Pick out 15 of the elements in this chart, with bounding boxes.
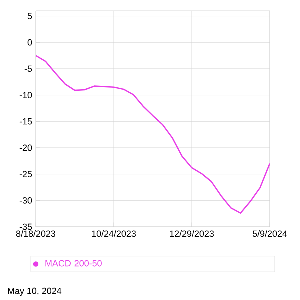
y-tick-label: 5 bbox=[28, 13, 32, 20]
y-tick-label: -20 bbox=[20, 144, 32, 152]
x-tick-label: 10/24/2023 bbox=[92, 230, 136, 238]
x-tick-label: 12/29/2023 bbox=[170, 230, 214, 238]
text: May 10, 2024 bbox=[8, 288, 62, 296]
y-tick-label: -15 bbox=[20, 118, 32, 125]
y-tick-label: -5 bbox=[24, 66, 32, 72]
x-tick-label: 5/9/2024 bbox=[252, 230, 288, 238]
y-tick-label: -35 bbox=[20, 224, 32, 230]
y-tick-label: -10 bbox=[20, 92, 32, 98]
y-tick-label: -25 bbox=[20, 171, 32, 178]
x-tick-label: 8/18/2023 bbox=[16, 230, 56, 238]
y-tick-label: -30 bbox=[20, 197, 32, 204]
legend-label: MACD 200-50 bbox=[46, 260, 102, 267]
y-tick-label: 0 bbox=[28, 39, 32, 46]
